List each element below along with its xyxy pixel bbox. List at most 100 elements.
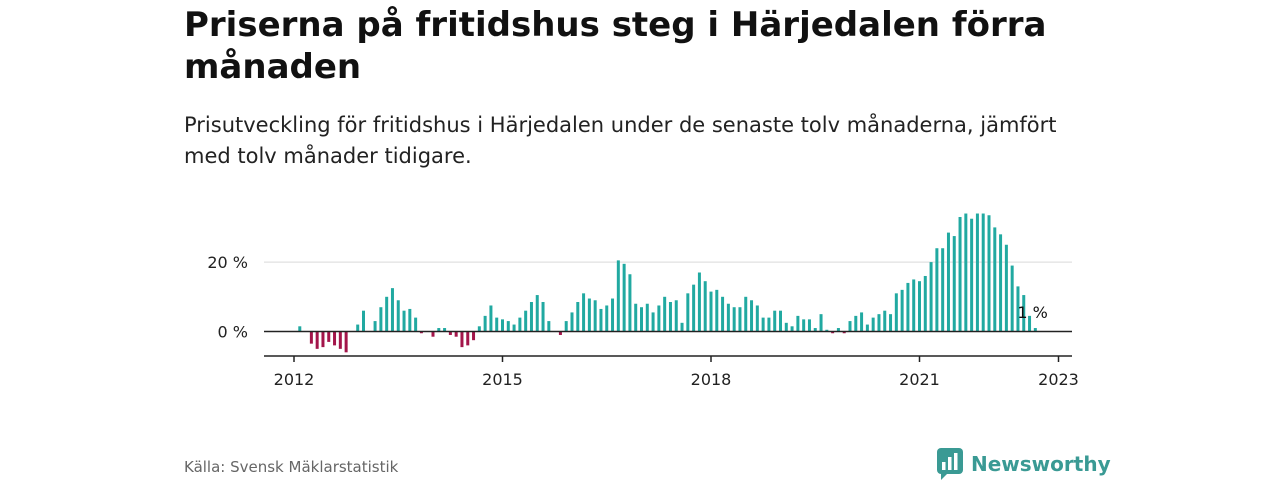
bar <box>709 291 713 332</box>
bar <box>889 314 893 332</box>
bar <box>663 296 667 332</box>
bar <box>894 293 898 332</box>
bar <box>958 216 962 332</box>
bar <box>338 331 342 349</box>
bar <box>443 328 447 332</box>
bar <box>692 284 696 332</box>
bar <box>883 310 887 332</box>
bar <box>946 232 950 332</box>
bar <box>825 329 829 332</box>
bar <box>865 324 869 332</box>
bar <box>750 300 754 332</box>
bar <box>599 308 603 332</box>
bar <box>431 331 435 337</box>
bar <box>379 307 383 332</box>
bar <box>773 310 777 332</box>
bar <box>744 296 748 332</box>
bar <box>333 331 337 346</box>
tick-labels: 0 % 20 % 2012 2015 2018 2021 2023 1 % <box>207 253 1079 389</box>
bar <box>616 260 620 332</box>
bar <box>460 331 464 348</box>
x-tick-label-2023: 2023 <box>1038 370 1079 389</box>
bar <box>483 315 487 332</box>
bar <box>686 293 690 332</box>
bar <box>674 300 678 332</box>
source-note: Källa: Svensk Mäklarstatistik <box>184 458 399 476</box>
last-value-label: 1 % <box>1017 303 1047 322</box>
bar <box>802 319 806 332</box>
bar <box>570 312 574 332</box>
bar <box>501 319 504 332</box>
bar <box>529 302 533 332</box>
bar <box>640 307 643 332</box>
bar <box>813 328 817 332</box>
bar <box>472 331 476 341</box>
bar <box>605 305 609 332</box>
bar <box>906 282 910 332</box>
newsworthy-chart-icon <box>937 448 963 480</box>
bar <box>402 310 406 332</box>
bar <box>790 326 794 332</box>
bar <box>356 324 360 332</box>
bar <box>524 310 528 332</box>
bar <box>999 234 1003 332</box>
bar <box>558 331 562 335</box>
bar <box>651 312 655 332</box>
bar <box>587 298 591 332</box>
chart-title: Priserna på fritidshus steg i Härjedalen… <box>184 5 1047 87</box>
bar <box>981 213 985 332</box>
bar <box>408 308 412 332</box>
bar <box>779 310 782 332</box>
bar <box>414 317 418 332</box>
bar <box>860 312 864 332</box>
bar <box>593 300 597 332</box>
bar <box>634 303 638 332</box>
bar <box>918 281 921 332</box>
bar <box>726 303 730 332</box>
bar <box>952 236 956 332</box>
bar <box>1022 295 1026 332</box>
bar <box>1004 244 1008 332</box>
bar <box>448 331 452 335</box>
bar <box>767 317 771 332</box>
bar <box>732 307 736 332</box>
bar <box>495 317 499 332</box>
bar <box>848 321 852 332</box>
x-tick-label-2018: 2018 <box>691 370 732 389</box>
bar <box>680 322 684 332</box>
bar <box>1028 315 1032 332</box>
bar <box>796 315 800 332</box>
bar <box>836 328 840 332</box>
bar <box>390 288 394 332</box>
chart-subtitle: Prisutveckling för fritidshus i Härjedal… <box>184 113 1057 168</box>
y-tick-label-20: 20 % <box>207 253 248 272</box>
bar <box>506 321 510 332</box>
bar <box>628 274 632 332</box>
bar <box>1033 328 1037 332</box>
bar <box>715 289 719 332</box>
bar <box>761 317 765 332</box>
bar <box>1010 265 1014 332</box>
bar <box>987 215 991 332</box>
bar <box>321 331 325 348</box>
bar <box>964 213 968 332</box>
bar <box>419 331 423 334</box>
bar <box>854 315 858 332</box>
bar <box>807 319 811 332</box>
bar <box>611 298 615 332</box>
bar <box>466 331 470 346</box>
bar <box>831 331 835 334</box>
bar <box>541 302 545 332</box>
x-tick-label-2012: 2012 <box>274 370 315 389</box>
bar <box>784 322 788 332</box>
bar <box>721 296 725 332</box>
x-tick-label-2021: 2021 <box>899 370 940 389</box>
bar <box>309 331 313 344</box>
bar <box>935 248 939 332</box>
newsworthy-logo[interactable]: Newsworthy <box>937 448 1111 480</box>
bar <box>582 293 586 332</box>
bar <box>738 307 742 332</box>
bar <box>535 295 539 332</box>
axes <box>264 330 1072 362</box>
bar <box>344 331 348 353</box>
